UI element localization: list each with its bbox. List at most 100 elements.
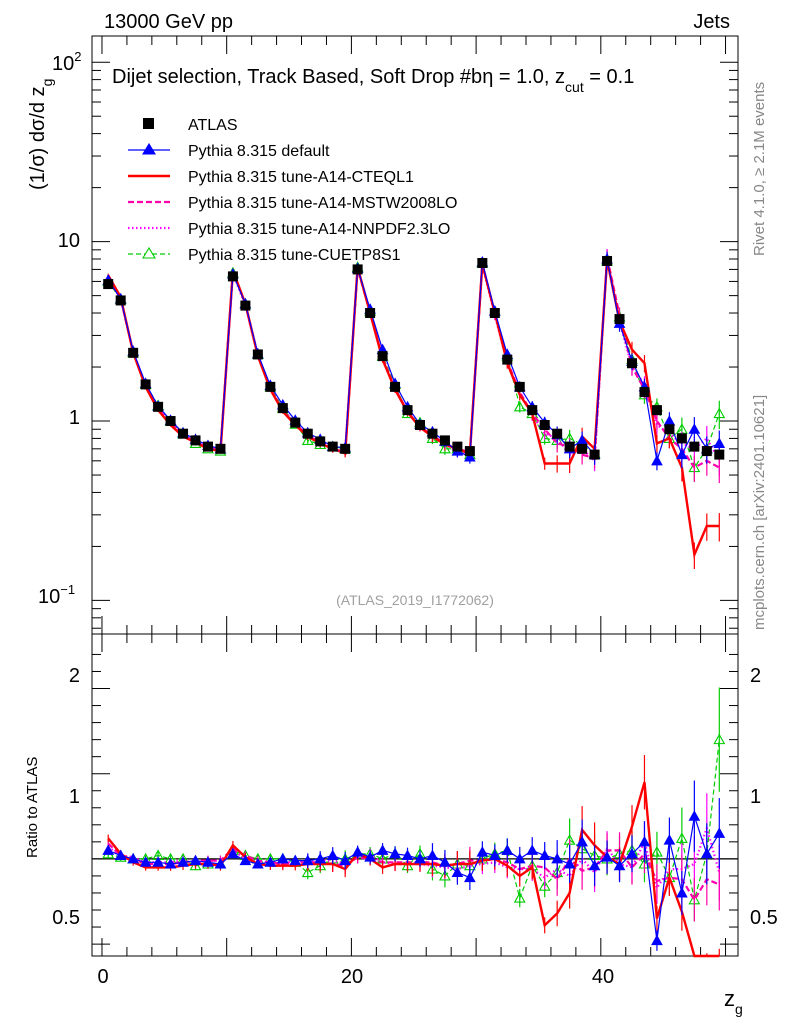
ratio-point	[451, 866, 464, 878]
atlas-point	[477, 258, 488, 269]
legend-marker	[142, 246, 156, 259]
legend-atlas-marker	[143, 118, 154, 129]
process-label: Jets	[693, 11, 730, 33]
ratio-ytick-label-2-right: 2	[750, 665, 761, 687]
main-point	[713, 407, 726, 419]
ratio-point	[638, 835, 651, 847]
atlas-point	[589, 449, 600, 460]
legend-label: ATLAS	[188, 117, 238, 134]
ratio-ytick-label-1-left: 1	[69, 786, 80, 808]
main-ytick-label-10: 10	[58, 230, 80, 252]
main-series-atlas	[103, 255, 725, 460]
ratio-point	[713, 827, 726, 838]
legend-label: Pythia 8.315 tune-A14-CTEQL1	[188, 169, 414, 186]
main-line	[107, 259, 720, 559]
ratio-point	[376, 844, 389, 855]
atlas-point	[290, 417, 301, 428]
ratio-point	[202, 856, 214, 867]
ratio-point	[688, 810, 701, 821]
ratio-point	[389, 847, 401, 859]
energy-label: 13000 GeV pp	[104, 11, 233, 33]
ratio-point	[127, 852, 140, 864]
ratio-point	[675, 832, 688, 843]
legend-label: Pythia 8.315 tune-CUETP8S1	[188, 247, 401, 264]
atlas-point	[252, 349, 263, 360]
main-point	[663, 414, 676, 426]
main-ytick-label-0.1: 10−1	[38, 582, 75, 608]
atlas-point	[365, 308, 376, 319]
legend: ATLAS Pythia 8.315 default Pythia 8.315 tu…	[128, 117, 457, 264]
analysis-watermark: (ATLAS_2019_I1772062)	[336, 592, 494, 608]
ratio-point	[364, 851, 376, 862]
main-ylabel: (1/σ) dσ/d zg	[27, 79, 55, 190]
ratio-point	[501, 844, 514, 855]
atlas-point	[664, 424, 675, 435]
ratio-series-pythia-8-315-tune-a14-mstw2008lo	[107, 832, 720, 922]
atlas-point	[227, 271, 238, 282]
main-point	[438, 442, 451, 454]
title-main-text: Dijet selection, Track Based, Soft Drop …	[112, 66, 482, 88]
ratio-point	[663, 834, 676, 845]
legend-marker	[142, 142, 156, 155]
legend-label: Pythia 8.315 tune-A14-NNPDF2.3LO	[188, 221, 450, 238]
ratio-point	[351, 846, 364, 857]
ratio-point	[276, 852, 289, 864]
main-title: Dijet selection, Track Based, Soft Drop …	[112, 66, 634, 95]
main-point	[513, 400, 526, 412]
ratio-point	[114, 849, 127, 860]
main-axis-ticks	[92, 36, 738, 634]
ratio-point	[676, 886, 688, 898]
atlas-point	[215, 443, 226, 454]
ratio-point	[439, 856, 451, 867]
atlas-point	[714, 449, 725, 460]
legend-entry: Pythia 8.315 default	[128, 142, 330, 160]
ratio-point	[414, 852, 426, 864]
atlas-point	[577, 443, 588, 454]
ratio-point	[189, 854, 202, 866]
ratio-point	[102, 844, 115, 855]
atlas-point	[464, 446, 475, 457]
atlas-point	[626, 358, 637, 369]
ratio-ytick-label-0.5-right: 0.5	[750, 907, 778, 929]
ratio-point	[301, 866, 314, 878]
main-series-pythia-8-315-tune-a14-cteql1	[107, 252, 720, 569]
legend-entry: Pythia 8.315 tune-CUETP8S1	[128, 246, 401, 264]
atlas-point	[153, 401, 164, 412]
ratio-point	[301, 854, 314, 866]
ratio-point	[239, 854, 252, 866]
ratio-series-pythia-8-315-tune-a14-nnpdf2-3lo	[107, 793, 721, 905]
atlas-point	[689, 441, 700, 452]
ratio-point	[214, 857, 227, 869]
atlas-point	[302, 428, 313, 439]
ratio-point	[700, 847, 713, 859]
atlas-point	[514, 381, 525, 392]
ratio-point	[488, 849, 501, 860]
ratio-series-pythia-8-315-tune-a14-cteql1	[107, 755, 720, 958]
ratio-point	[513, 891, 526, 903]
atlas-point	[489, 308, 500, 319]
atlas-point	[539, 420, 550, 431]
atlas-point	[128, 347, 139, 358]
atlas-point	[340, 443, 351, 454]
xlabel: zg	[724, 986, 743, 1017]
ratio-ylabel: Ratio to ATLAS	[24, 757, 41, 858]
ratio-point	[314, 852, 327, 864]
ratio-panel: Ratio to ATLAS 2 1 0.5 2 1 0.5 0 20 40 z…	[24, 633, 778, 1017]
ratio-point	[339, 854, 352, 866]
atlas-point	[402, 405, 413, 416]
atlas-point	[115, 295, 126, 306]
atlas-point	[452, 441, 463, 452]
atlas-point	[165, 416, 176, 427]
main-point	[464, 450, 476, 462]
ratio-point	[264, 856, 277, 867]
main-ylabel-sub: g	[39, 79, 55, 87]
ratio-series-pythia-8-315-default	[102, 780, 726, 951]
atlas-point	[140, 379, 151, 390]
legend-entry: Pythia 8.315 tune-A14-NNPDF2.3LO	[128, 221, 450, 238]
ratio-point	[476, 846, 489, 857]
title-cut-val: = 0.1	[584, 66, 635, 88]
ratio-ytick-label-1-right: 1	[750, 786, 761, 808]
ratio-point	[227, 847, 239, 859]
atlas-point	[614, 314, 625, 325]
